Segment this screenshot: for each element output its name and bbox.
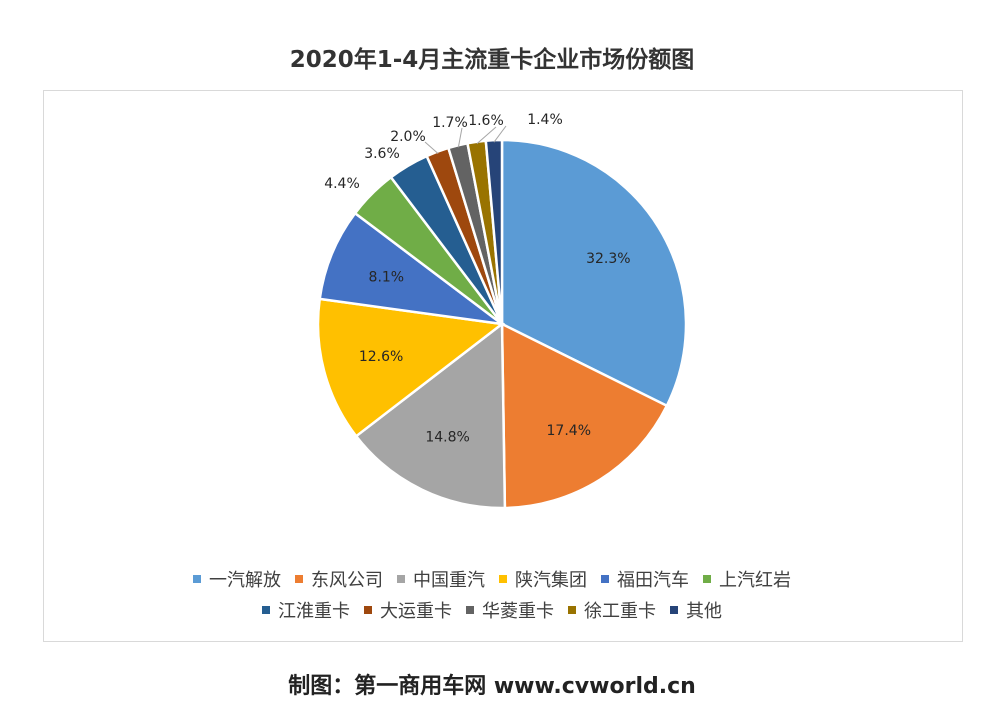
legend-swatch	[670, 606, 678, 614]
legend-swatch	[193, 575, 201, 583]
legend-label: 上汽红岩	[719, 570, 791, 591]
chart-frame	[43, 90, 963, 642]
legend-label: 中国重汽	[413, 570, 485, 591]
legend-swatch	[397, 575, 405, 583]
legend-swatch	[364, 606, 372, 614]
legend-label: 华菱重卡	[482, 601, 554, 622]
data-label: 32.3%	[586, 251, 630, 267]
legend-label: 一汽解放	[209, 570, 281, 591]
chart-legend: 一汽解放 东风公司 中国重汽 陕汽集团 福田汽车 上汽红岩	[0, 566, 984, 592]
footer-credit: 制图：第一商用车网 www.cvworld.cn	[288, 674, 696, 699]
legend-item: 一汽解放	[193, 566, 281, 592]
legend-item: 中国重汽	[397, 566, 485, 592]
legend-item: 东风公司	[295, 566, 383, 592]
legend-item: 上汽红岩	[703, 566, 791, 592]
leader-line	[493, 125, 507, 143]
legend-label: 其他	[686, 601, 722, 622]
leader-line	[424, 141, 439, 154]
pie-slice	[318, 211, 507, 326]
legend-label: 大运重卡	[380, 601, 452, 622]
legend-swatch	[703, 575, 711, 583]
data-label: 1.7%	[432, 115, 468, 131]
data-label: 3.6%	[364, 146, 400, 162]
legend-item: 福田汽车	[601, 566, 689, 592]
legend-item: 其他	[670, 597, 722, 623]
data-label: 4.4%	[324, 176, 360, 192]
leader-line	[457, 127, 463, 148]
leader-line	[476, 126, 497, 145]
legend-swatch	[466, 606, 474, 614]
data-label: 1.4%	[527, 112, 563, 128]
pie-slice	[500, 138, 688, 408]
legend-label: 江淮重卡	[278, 601, 350, 622]
pie-slice	[500, 321, 669, 510]
legend-item: 华菱重卡	[466, 597, 554, 623]
data-label: 14.8%	[425, 430, 469, 446]
legend-swatch	[568, 606, 576, 614]
data-label: 2.0%	[390, 129, 426, 145]
legend-label: 东风公司	[311, 570, 383, 591]
pie-slice	[354, 321, 507, 510]
legend-swatch	[601, 575, 609, 583]
data-label: 8.1%	[369, 269, 405, 285]
legend-item: 江淮重卡	[262, 597, 350, 623]
legend-label: 陕汽集团	[515, 570, 587, 591]
legend-swatch	[262, 606, 270, 614]
data-label: 12.6%	[359, 349, 403, 365]
data-label: 17.4%	[547, 423, 591, 439]
chart-title: 2020年1-4月主流重卡企业市场份额图	[289, 47, 695, 73]
pie-slice	[316, 297, 506, 438]
chart-legend-row-2: 江淮重卡 大运重卡 华菱重卡 徐工重卡 其他	[0, 597, 984, 623]
legend-swatch	[499, 575, 507, 583]
data-label: 1.6%	[468, 113, 504, 129]
legend-label: 福田汽车	[617, 570, 689, 591]
pie-slice	[484, 138, 504, 325]
legend-label: 徐工重卡	[584, 601, 656, 622]
legend-item: 大运重卡	[364, 597, 452, 623]
legend-swatch	[295, 575, 303, 583]
legend-item: 徐工重卡	[568, 597, 656, 623]
legend-item: 陕汽集团	[499, 566, 587, 592]
